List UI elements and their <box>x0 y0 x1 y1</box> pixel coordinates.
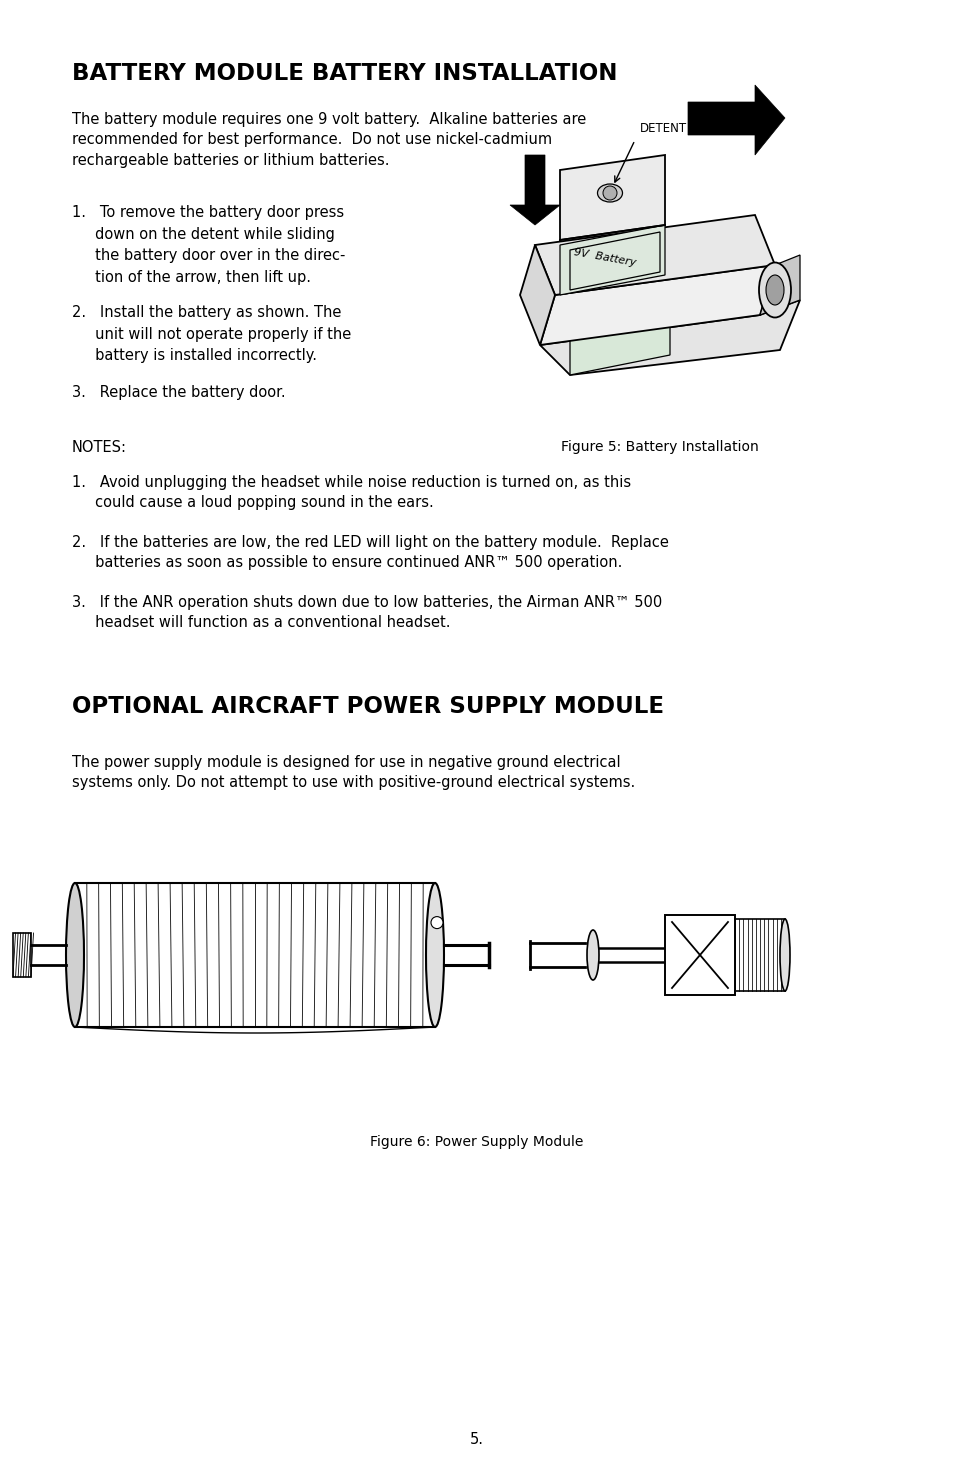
Text: 3.   Replace the battery door.: 3. Replace the battery door. <box>71 385 285 400</box>
Text: The battery module requires one 9 volt battery.  Alkaline batteries are
recommen: The battery module requires one 9 volt b… <box>71 112 586 168</box>
Ellipse shape <box>765 274 783 305</box>
Polygon shape <box>519 245 555 345</box>
Text: NOTES:: NOTES: <box>71 440 127 454</box>
Polygon shape <box>559 226 664 295</box>
Polygon shape <box>760 255 800 316</box>
Ellipse shape <box>597 184 622 202</box>
Polygon shape <box>75 884 435 1027</box>
Polygon shape <box>559 155 664 240</box>
Polygon shape <box>535 215 774 295</box>
Text: OPTIONAL AIRCRAFT POWER SUPPLY MODULE: OPTIONAL AIRCRAFT POWER SUPPLY MODULE <box>71 695 663 718</box>
Polygon shape <box>664 914 734 996</box>
Ellipse shape <box>586 931 598 979</box>
Text: Figure 5: Battery Installation: Figure 5: Battery Installation <box>560 440 758 454</box>
Circle shape <box>602 186 617 201</box>
Text: 2.   Install the battery as shown. The
     unit will not operate properly if th: 2. Install the battery as shown. The uni… <box>71 305 351 363</box>
Polygon shape <box>687 86 784 155</box>
Polygon shape <box>569 310 669 375</box>
Ellipse shape <box>66 884 84 1027</box>
Ellipse shape <box>426 884 443 1027</box>
Text: 1.   To remove the battery door press
     down on the detent while sliding
    : 1. To remove the battery door press down… <box>71 205 345 285</box>
Ellipse shape <box>780 919 789 991</box>
Ellipse shape <box>759 263 790 317</box>
Text: 5.: 5. <box>470 1432 483 1447</box>
Text: DETENT: DETENT <box>639 122 686 136</box>
Polygon shape <box>539 266 774 345</box>
Text: 9V  Battery: 9V Battery <box>573 248 637 268</box>
Circle shape <box>431 916 442 929</box>
Text: Figure 6: Power Supply Module: Figure 6: Power Supply Module <box>370 1134 583 1149</box>
Text: 1.   Avoid unplugging the headset while noise reduction is turned on, as this
  : 1. Avoid unplugging the headset while no… <box>71 475 631 510</box>
Text: 2.   If the batteries are low, the red LED will light on the battery module.  Re: 2. If the batteries are low, the red LED… <box>71 535 668 571</box>
Text: The power supply module is designed for use in negative ground electrical
system: The power supply module is designed for … <box>71 755 635 791</box>
Polygon shape <box>539 299 800 375</box>
Text: 3.   If the ANR operation shuts down due to low batteries, the Airman ANR™ 500
 : 3. If the ANR operation shuts down due t… <box>71 594 661 630</box>
Polygon shape <box>510 155 559 226</box>
Text: BATTERY MODULE BATTERY INSTALLATION: BATTERY MODULE BATTERY INSTALLATION <box>71 62 617 86</box>
